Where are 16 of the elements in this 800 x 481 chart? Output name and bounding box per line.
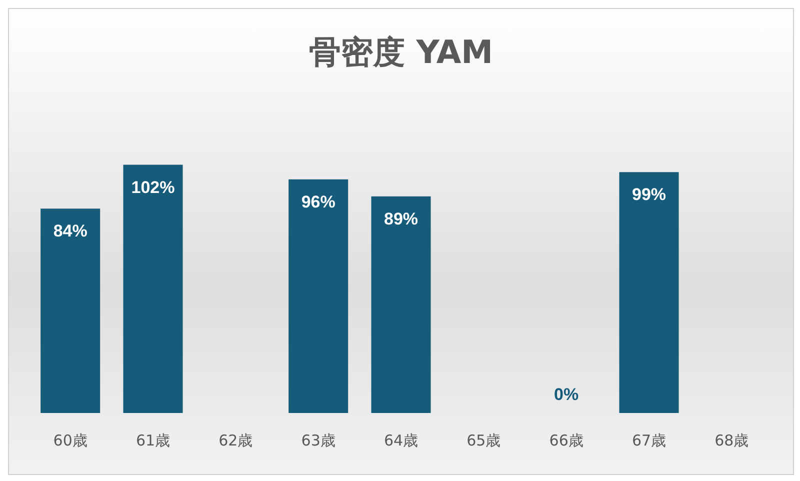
data-label: 84% bbox=[53, 222, 88, 241]
x-tick-label: 65歳 bbox=[466, 432, 501, 450]
x-tick-label: 62歳 bbox=[218, 432, 253, 450]
chart-title: 骨密度 YAM bbox=[309, 33, 493, 71]
x-tick-label: 68歳 bbox=[714, 432, 749, 450]
x-tick-label: 67歳 bbox=[632, 432, 666, 450]
data-label: 0% bbox=[554, 385, 579, 404]
x-tick-label: 66歳 bbox=[549, 432, 584, 450]
data-label: 99% bbox=[632, 185, 666, 204]
x-tick-label: 61歳 bbox=[136, 432, 170, 450]
data-label: 96% bbox=[301, 192, 336, 212]
x-tick-label: 64歳 bbox=[384, 432, 418, 450]
data-label: 102% bbox=[131, 178, 175, 197]
data-label: 89% bbox=[384, 209, 418, 228]
x-tick-label: 60歳 bbox=[53, 432, 88, 450]
x-tick-label: 63歳 bbox=[301, 432, 336, 450]
